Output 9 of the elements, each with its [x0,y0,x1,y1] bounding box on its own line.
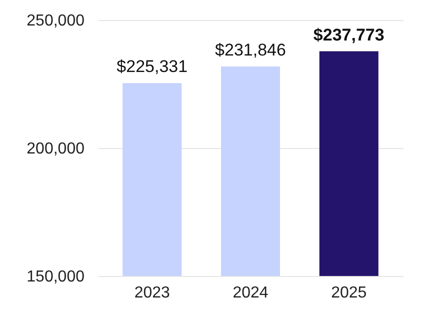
x-tick-label: 2025 [331,284,367,302]
data-label: $237,773 [313,25,384,44]
x-tick-label: 2024 [232,284,268,302]
data-label: $225,331 [116,57,188,76]
data-label: $231,846 [215,40,286,60]
x-tick-label: 2023 [134,284,170,302]
y-tick-label: 200,000 [26,140,85,158]
y-tick-label: 150,000 [26,268,85,286]
y-tick-label: 250,000 [26,12,85,30]
